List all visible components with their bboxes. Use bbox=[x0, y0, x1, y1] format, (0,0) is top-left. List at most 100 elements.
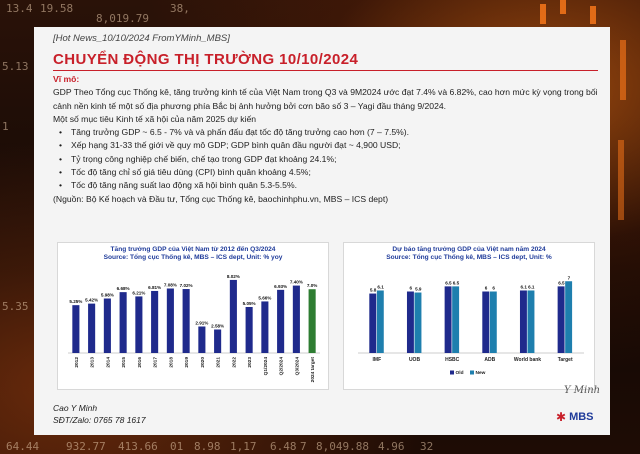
bg-number: 8,019.79 bbox=[96, 12, 149, 25]
author-contact: SĐT/Zalo: 0765 78 1617 bbox=[53, 415, 146, 425]
candle-decoration bbox=[590, 6, 596, 24]
bar bbox=[414, 292, 422, 353]
data-label: 7.02% bbox=[180, 283, 193, 288]
tick-label: 2017 bbox=[153, 357, 159, 368]
gdp-history-svg: 5.25% 2012 5.42% 2013 5.98% 2014 6.68% 2015 6.21… bbox=[68, 274, 320, 382]
section-heading: Vĩ mô: bbox=[53, 74, 80, 84]
signature: Y Minh bbox=[564, 385, 601, 396]
bg-number: 38, bbox=[170, 2, 190, 15]
bg-number: 32 bbox=[420, 440, 434, 453]
tick-label: IMF bbox=[373, 357, 382, 363]
tick-label: 2019 bbox=[184, 357, 190, 368]
tick-label: 2023 bbox=[247, 357, 253, 368]
tick-label: 2021 bbox=[216, 357, 222, 368]
list-item: Tốc độ tăng năng suất lao động xã hội bì… bbox=[59, 179, 601, 193]
tick-label: 2020 bbox=[200, 357, 206, 368]
data-label: 6.81% bbox=[148, 285, 161, 290]
tick-label: 2022 bbox=[231, 357, 237, 368]
list-item: Xếp hạng 31-33 thế giới về quy mô GDP; G… bbox=[59, 139, 601, 153]
bar bbox=[182, 289, 190, 353]
bar bbox=[527, 290, 535, 353]
data-label: 5.98% bbox=[101, 293, 114, 298]
tick-label: World bank bbox=[514, 357, 541, 363]
bg-number: 13.4 bbox=[6, 2, 33, 15]
chart-title: Tăng trưởng GDP của Việt Nam từ 2012 đến… bbox=[110, 246, 276, 253]
data-label: 6.5 bbox=[445, 280, 452, 285]
bar bbox=[135, 296, 143, 353]
data-label: 6.21% bbox=[132, 290, 145, 295]
data-label: 6 bbox=[409, 286, 412, 291]
tick-label: ADB bbox=[484, 357, 495, 363]
data-label: 6.5 bbox=[453, 280, 460, 285]
tick-label: 2018 bbox=[168, 357, 174, 368]
bar bbox=[565, 281, 573, 353]
tick-label: 2015 bbox=[121, 357, 127, 368]
data-label: 5.05% bbox=[243, 301, 256, 306]
data-label: 5.9 bbox=[415, 287, 422, 292]
tick-label: Q1/2024 bbox=[263, 357, 269, 376]
candle-decoration bbox=[618, 140, 624, 220]
tick-label: 2012 bbox=[74, 357, 80, 368]
bar bbox=[376, 290, 384, 353]
list-item: Tốc độ tăng chỉ số giá tiêu dùng (CPI) b… bbox=[59, 166, 601, 180]
legend-swatch bbox=[470, 370, 474, 375]
list-item: Tỷ trọng công nghiệp chế biến, chế tạo t… bbox=[59, 153, 601, 167]
bg-number: 01 bbox=[170, 440, 184, 453]
bar bbox=[292, 285, 300, 353]
data-label: 6 bbox=[485, 286, 488, 291]
news-card: [Hot News_10/10/2024 FromYMinh_MBS] CHUY… bbox=[34, 27, 610, 435]
hot-news-tag: [Hot News_10/10/2024 FromYMinh_MBS] bbox=[53, 33, 230, 44]
bar bbox=[369, 293, 377, 353]
data-label: 6.1 bbox=[377, 284, 384, 289]
article-paragraph: GDP Theo Tổng cục Thống kê, tăng trưởng … bbox=[53, 87, 598, 111]
bar bbox=[245, 306, 253, 353]
candle-decoration bbox=[540, 4, 546, 24]
star-icon: ✱ bbox=[556, 410, 567, 424]
data-label: 5.8 bbox=[370, 288, 377, 293]
tick-label: HSBC bbox=[445, 357, 460, 363]
bg-number: 1 bbox=[2, 120, 9, 133]
bg-number: 8.98 bbox=[194, 440, 221, 453]
data-label: 5.42% bbox=[85, 298, 98, 303]
bg-number: 413.66 bbox=[118, 440, 158, 453]
legend-label: New bbox=[476, 370, 486, 376]
bg-number: 1,17 bbox=[230, 440, 257, 453]
data-label: 6.5 bbox=[558, 280, 565, 285]
data-label: 2.91% bbox=[195, 320, 208, 325]
bar bbox=[261, 301, 269, 353]
mbs-logo: ✱ MBS bbox=[556, 411, 594, 423]
bg-number: 5.35 bbox=[2, 300, 29, 313]
bar bbox=[88, 303, 96, 353]
bar bbox=[72, 305, 80, 353]
source-note: (Nguồn: Bộ Kế hoạch và Đầu tư, Tổng cục … bbox=[53, 193, 389, 204]
bar bbox=[214, 329, 222, 353]
bar bbox=[166, 288, 174, 353]
data-label: 6 bbox=[492, 286, 495, 291]
bar bbox=[452, 286, 460, 353]
brand-name: MBS bbox=[569, 411, 594, 423]
author-name: Cao Y Minh bbox=[53, 403, 98, 413]
bar bbox=[557, 286, 565, 353]
chart-subtitle: Source: Tổng cục Thống kê, MBS – ICS dep… bbox=[386, 254, 552, 261]
tick-label: 2013 bbox=[90, 357, 96, 368]
bg-number: 932.77 bbox=[66, 440, 106, 453]
bar bbox=[119, 292, 127, 353]
bg-number: 6.48 bbox=[270, 440, 297, 453]
tick-label: Target bbox=[558, 357, 573, 363]
bar bbox=[103, 298, 111, 353]
targets-list: Tăng trưởng GDP ~ 6.5 - 7% và và phấn đấ… bbox=[59, 126, 601, 193]
tick-label: UOB bbox=[409, 357, 421, 363]
data-label: 6.68% bbox=[117, 286, 130, 291]
article-body: Vĩ mô: GDP Theo Tổng cục Thống kê, tăng … bbox=[53, 73, 601, 206]
tick-label: 2016 bbox=[137, 357, 143, 368]
data-label: 6.93% bbox=[274, 284, 287, 289]
data-label: 7.40% bbox=[290, 280, 303, 285]
bar bbox=[406, 291, 414, 353]
legend-swatch bbox=[450, 370, 454, 375]
title-divider bbox=[53, 70, 598, 71]
bg-number: 64.44 bbox=[6, 440, 40, 453]
data-label: 6.1 bbox=[528, 284, 535, 289]
bg-number: 19.58 bbox=[40, 2, 74, 15]
bar bbox=[308, 289, 316, 353]
bar bbox=[277, 289, 285, 353]
